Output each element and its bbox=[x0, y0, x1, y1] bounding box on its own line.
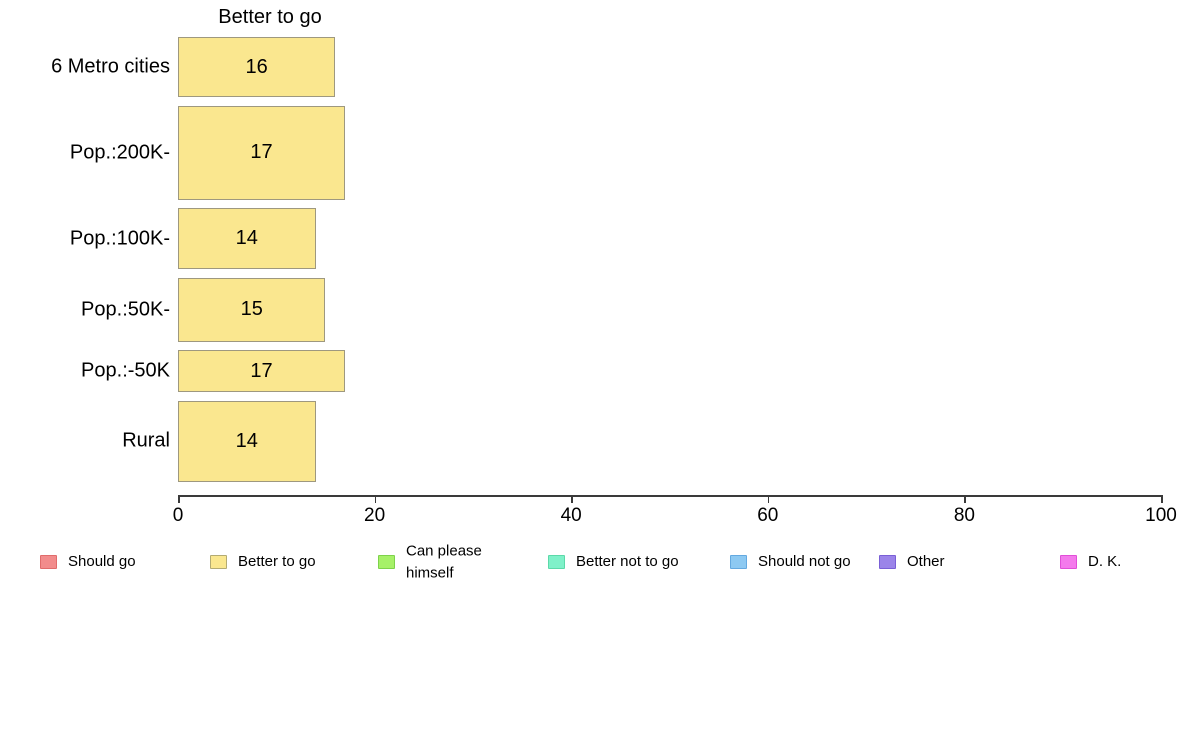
legend-swatch-should-not-go bbox=[730, 555, 747, 569]
legend-swatch-better-to-go bbox=[210, 555, 227, 569]
legend-label: Other bbox=[907, 553, 945, 571]
legend-label: Should not go bbox=[758, 553, 851, 571]
y-axis-label: Pop.:200K- bbox=[69, 141, 170, 163]
legend-label: Can please himself bbox=[406, 542, 482, 581]
x-axis-tick-label: 60 bbox=[757, 505, 779, 526]
x-axis-tick bbox=[374, 495, 377, 503]
x-axis-tick-label: 40 bbox=[560, 505, 582, 526]
bar-value-label: 17 bbox=[250, 141, 273, 163]
bar-pop-100k-: 14 bbox=[178, 208, 316, 269]
bar-value-label: 17 bbox=[250, 359, 273, 382]
bar-pop-50k-: 15 bbox=[178, 277, 326, 342]
y-axis-label: Rural bbox=[122, 429, 170, 452]
x-axis-tick-label: 20 bbox=[364, 505, 386, 526]
x-axis-tick bbox=[964, 495, 966, 503]
chart-title: Better to go bbox=[218, 6, 322, 28]
bar-value-label: 14 bbox=[235, 227, 258, 249]
x-axis-tick bbox=[1161, 495, 1163, 503]
legend-label: D. K. bbox=[1088, 553, 1122, 571]
legend-label: Better to go bbox=[238, 553, 316, 571]
y-axis-label: Pop.:50K- bbox=[81, 298, 170, 320]
legend-swatch-d-k- bbox=[1060, 555, 1077, 569]
bar-value-label: 15 bbox=[240, 298, 263, 320]
x-axis-line bbox=[178, 495, 1161, 497]
x-axis-tick bbox=[178, 495, 180, 503]
bar-value-label: 14 bbox=[235, 429, 258, 452]
legend-swatch-better-not-to-go bbox=[548, 555, 565, 569]
bar-6-metro-cities: 16 bbox=[178, 37, 336, 97]
x-axis-tick bbox=[571, 495, 573, 503]
y-axis-label: Pop.:-50K bbox=[81, 359, 170, 382]
bar-pop-200k-: 17 bbox=[178, 105, 346, 200]
legend-swatch-other bbox=[879, 555, 896, 569]
y-axis-label: 6 Metro cities bbox=[51, 55, 170, 78]
x-axis-tick-label: 80 bbox=[953, 505, 975, 526]
legend-label: Better not to go bbox=[576, 553, 679, 571]
x-axis-tick-label: 100 bbox=[1145, 505, 1177, 526]
bar-pop-50k: 17 bbox=[178, 350, 346, 392]
x-axis-tick bbox=[767, 495, 770, 503]
y-axis-label: Pop.:100K- bbox=[69, 227, 170, 249]
bar-value-label: 16 bbox=[245, 55, 268, 78]
bar-rural: 14 bbox=[178, 400, 316, 482]
legend-swatch-can-please-himself bbox=[378, 555, 395, 569]
legend-swatch-should-go bbox=[40, 555, 57, 569]
legend-label: Should go bbox=[68, 553, 136, 571]
x-axis-tick-label: 0 bbox=[172, 505, 184, 526]
